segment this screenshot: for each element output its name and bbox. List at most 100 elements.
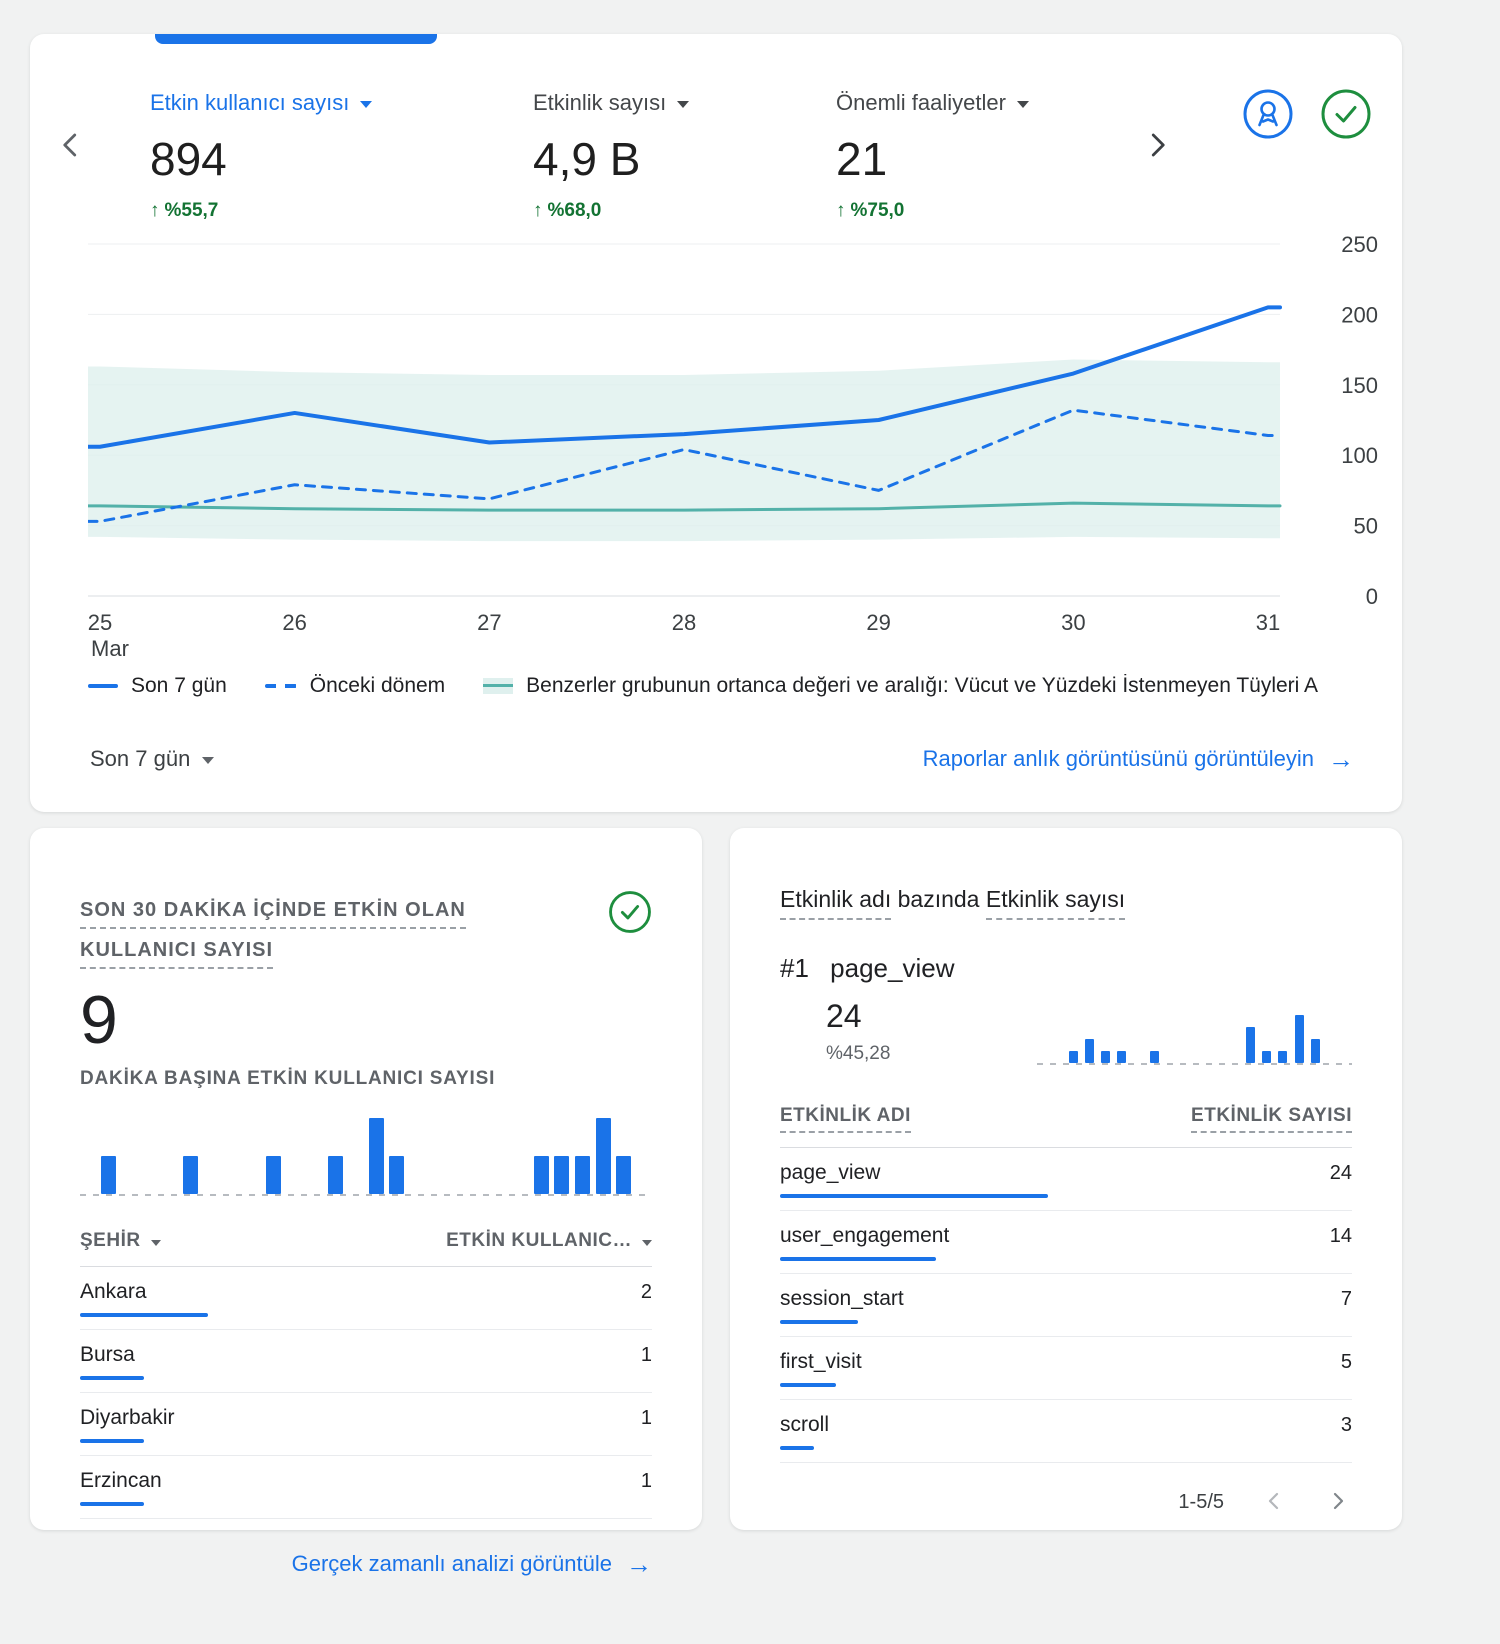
top-event-rank: #1 bbox=[780, 953, 809, 983]
legend-item-benchmark: Benzerler grubunun ortanca değeri ve ara… bbox=[483, 674, 1318, 698]
realtime-card: SON 30 DAKİKA İÇİNDE ETKİN OLAN KULLANIC… bbox=[30, 828, 702, 1577]
row-progress-bar bbox=[780, 1257, 937, 1261]
event-table-body: page_view 24 user_engagement 14 session_star… bbox=[780, 1148, 1352, 1463]
pagination-prev-button[interactable] bbox=[1260, 1487, 1288, 1518]
chart-baseline bbox=[1037, 1063, 1352, 1065]
pagination-next-button[interactable] bbox=[1324, 1487, 1352, 1518]
arrow-up-icon: ↑ bbox=[836, 200, 846, 221]
metric-column-selector[interactable]: ETKİN KULLANIC… bbox=[446, 1230, 652, 1252]
bottom-cards-row: SON 30 DAKİKA İÇİNDE ETKİN OLAN KULLANIC… bbox=[30, 828, 1402, 1577]
events-title-join: bazında bbox=[891, 886, 986, 912]
metric-tab-key-events[interactable]: Önemli faaliyetler 21 ↑ %75,0 bbox=[836, 90, 1029, 222]
bar bbox=[368, 1118, 384, 1194]
event-name-column-label: ETKİNLİK ADI bbox=[780, 1105, 911, 1133]
chevron-left-icon bbox=[1262, 1492, 1286, 1516]
metric-delta-text: %75,0 bbox=[850, 200, 905, 221]
realtime-report-label: Gerçek zamanlı analizi görüntüle bbox=[291, 1551, 612, 1576]
row-value: 1 bbox=[640, 1343, 652, 1366]
date-range-label: Son 7 gün bbox=[90, 746, 191, 771]
city-column-selector[interactable]: ŞEHİR bbox=[80, 1230, 161, 1252]
city-table-body: Ankara 2 Bursa 1 Diyarbakir 1 Erzincan 1 bbox=[80, 1267, 652, 1519]
chevron-down-icon bbox=[150, 1239, 161, 1246]
city-table-header: ŞEHİR ETKİN KULLANIC… bbox=[80, 1230, 652, 1267]
realtime-title: SON 30 DAKİKA İÇİNDE ETKİN OLAN KULLANIC… bbox=[80, 890, 580, 970]
check-circle-icon bbox=[608, 891, 652, 937]
bar bbox=[183, 1156, 199, 1194]
legend-item-previous: Önceki dönem bbox=[264, 674, 445, 698]
events-title-metric[interactable]: Etkinlik sayısı bbox=[985, 886, 1126, 920]
top-event-section: #1 page_view 24 %45,28 bbox=[780, 953, 1352, 1065]
top-event-rank-line: #1 page_view bbox=[780, 953, 954, 984]
row-value: 7 bbox=[1340, 1287, 1352, 1310]
realtime-title-text[interactable]: SON 30 DAKİKA İÇİNDE ETKİN OLAN KULLANIC… bbox=[80, 899, 466, 969]
benchmark-medal-button[interactable] bbox=[1242, 88, 1294, 140]
dashed-line-swatch-icon bbox=[264, 684, 297, 688]
event-sparkline-bars bbox=[1037, 1011, 1352, 1063]
row-label: Bursa bbox=[80, 1343, 135, 1366]
legend-label: Benzerler grubunun ortanca değeri ve ara… bbox=[526, 674, 1319, 697]
metric-delta-text: %68,0 bbox=[547, 200, 602, 221]
overview-card-footer: Son 7 gün Raporlar anlık görüntüsünü gör… bbox=[90, 746, 1354, 772]
event-table-header: ETKİNLİK ADI ETKİNLİK SAYISI bbox=[780, 1105, 1352, 1148]
top-event-name: page_view bbox=[830, 953, 955, 983]
row-progress-bar bbox=[780, 1446, 814, 1450]
row-label: session_start bbox=[780, 1287, 904, 1310]
svg-text:26: 26 bbox=[282, 610, 306, 635]
metric-tab-active-users[interactable]: Etkin kullanıcı sayısı 894 ↑ %55,7 bbox=[150, 90, 533, 222]
city-column-label: ŞEHİR bbox=[80, 1230, 141, 1251]
data-quality-check-button[interactable] bbox=[1320, 88, 1372, 140]
svg-text:27: 27 bbox=[477, 610, 501, 635]
reports-snapshot-link[interactable]: Raporlar anlık görüntüsünü görüntüleyin … bbox=[923, 746, 1354, 772]
event-name-column[interactable]: ETKİNLİK ADI bbox=[780, 1105, 911, 1133]
row-progress-bar bbox=[80, 1439, 144, 1443]
arrow-right-icon: → bbox=[626, 1549, 652, 1579]
svg-text:30: 30 bbox=[1061, 610, 1085, 635]
metric-value: 21 bbox=[836, 133, 888, 185]
metric-tab-event-count[interactable]: Etkinlik sayısı 4,9 B ↑ %68,0 bbox=[533, 90, 836, 222]
solid-line-swatch-icon bbox=[88, 684, 118, 688]
bar bbox=[1246, 1027, 1256, 1063]
row-progress-bar bbox=[80, 1376, 144, 1380]
svg-text:Mar: Mar bbox=[91, 636, 129, 661]
svg-text:250: 250 bbox=[1341, 232, 1378, 257]
top-event-value: 24 bbox=[826, 998, 862, 1034]
bar bbox=[533, 1156, 549, 1194]
metrics-prev-button[interactable] bbox=[52, 126, 90, 167]
row-label: page_view bbox=[780, 1161, 881, 1184]
metric-value: 4,9 B bbox=[533, 133, 641, 185]
svg-text:0: 0 bbox=[1366, 584, 1378, 609]
events-title-dimension[interactable]: Etkinlik adı bbox=[780, 886, 892, 920]
row-label: Erzincan bbox=[80, 1469, 162, 1492]
bar bbox=[554, 1156, 570, 1194]
events-title: Etkinlik adı bazında Etkinlik sayısı bbox=[780, 886, 1352, 920]
row-value: 5 bbox=[1340, 1350, 1352, 1373]
svg-text:150: 150 bbox=[1341, 373, 1378, 398]
per-minute-bar-chart bbox=[80, 1116, 652, 1194]
line-chart-svg: 0 50 100 150 200 250 25 26 27 28 29 30 31 Mar bbox=[86, 232, 1378, 661]
row-value: 1 bbox=[640, 1469, 652, 1492]
realtime-report-link[interactable]: Gerçek zamanlı analizi görüntüle → bbox=[292, 1551, 652, 1577]
date-range-selector[interactable]: Son 7 gün bbox=[90, 746, 215, 772]
table-row: scroll 3 bbox=[780, 1400, 1352, 1463]
chevron-down-icon bbox=[642, 1239, 652, 1246]
table-row: Bursa 1 bbox=[80, 1330, 652, 1393]
bar bbox=[1101, 1051, 1111, 1063]
bar bbox=[100, 1156, 116, 1194]
row-value: 2 bbox=[640, 1280, 652, 1303]
row-value: 14 bbox=[1329, 1224, 1352, 1247]
band-swatch-icon bbox=[483, 678, 514, 694]
metrics-next-button[interactable] bbox=[1138, 126, 1176, 167]
metric-delta: ↑ %68,0 bbox=[533, 200, 836, 222]
bar bbox=[1278, 1051, 1288, 1063]
check-circle-icon bbox=[1320, 89, 1372, 143]
per-minute-label: DAKİKA BAŞINA ETKİN KULLANICI SAYISI bbox=[80, 1068, 496, 1089]
chevron-down-icon bbox=[202, 757, 215, 764]
row-label: Diyarbakir bbox=[80, 1406, 175, 1429]
table-row: Erzincan 1 bbox=[80, 1456, 652, 1519]
arrow-up-icon: ↑ bbox=[150, 200, 160, 221]
realtime-link-row: Gerçek zamanlı analizi görüntüle → bbox=[80, 1551, 652, 1577]
users-trend-chart: 0 50 100 150 200 250 25 26 27 28 29 30 31 Mar bbox=[86, 232, 1384, 667]
realtime-check-button[interactable] bbox=[608, 890, 652, 934]
event-count-column[interactable]: ETKİNLİK SAYISI bbox=[1191, 1105, 1352, 1133]
top-event-percent: %45,28 bbox=[826, 1043, 891, 1064]
